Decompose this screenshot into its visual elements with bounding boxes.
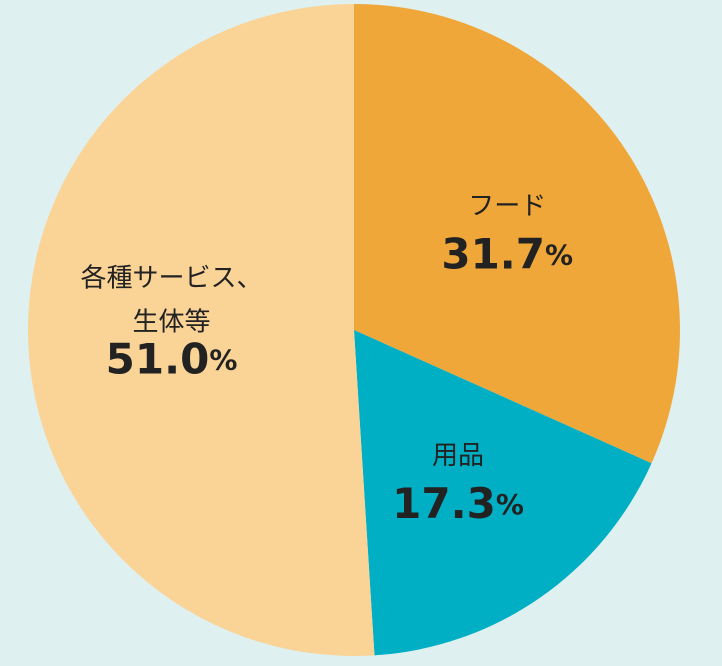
value-label: 31.7% — [441, 229, 573, 278]
slice-label: フード — [468, 191, 546, 221]
pie-slice — [354, 330, 652, 656]
slice-label-line: 用品 — [432, 441, 484, 471]
pie-slice — [27, 4, 375, 657]
pie-slice — [354, 4, 680, 464]
value-unit: % — [496, 488, 524, 521]
slice-label-line: 各種サービス、 — [81, 263, 263, 293]
slice-label-line: フード — [468, 191, 546, 221]
value-number: 17.3 — [392, 479, 496, 528]
value-number: 51.0 — [106, 334, 210, 383]
value-label: 17.3% — [392, 479, 524, 528]
slice-label: 用品 — [432, 441, 484, 471]
slice-label-line: 生体等 — [133, 307, 211, 337]
value-number: 31.7 — [441, 229, 545, 278]
value-label: 51.0% — [106, 334, 238, 383]
value-unit: % — [545, 239, 573, 272]
slice-label: 各種サービス、生体等 — [81, 263, 263, 337]
value-unit: % — [209, 344, 237, 377]
